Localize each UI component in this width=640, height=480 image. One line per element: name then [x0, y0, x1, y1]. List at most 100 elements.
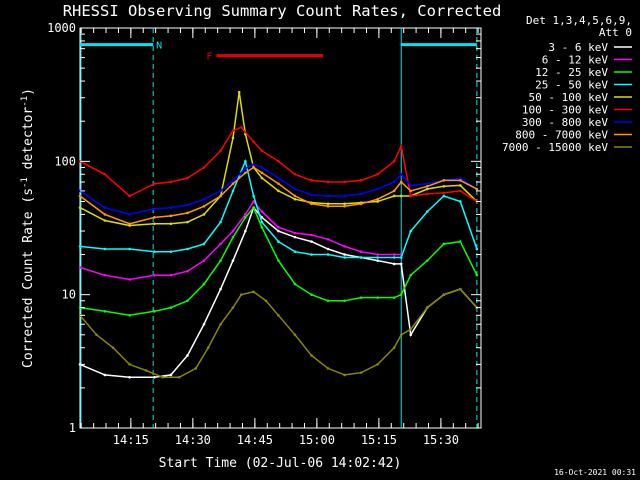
data-point-300-800-kev	[392, 180, 396, 184]
data-point-100-300-kev	[252, 140, 255, 144]
data-point-25-50-kev	[343, 256, 346, 259]
data-point-50-100-kev	[153, 222, 156, 226]
series-lines	[78, 90, 479, 379]
data-point-800-7000-kev	[219, 194, 222, 198]
data-point-6-12-kev	[231, 229, 235, 233]
data-point-25-50-kev	[359, 256, 363, 259]
data-point-7000-15000-kev	[161, 376, 164, 379]
data-point-3-6-kev	[277, 229, 280, 233]
data-point-6-12-kev	[277, 226, 280, 229]
data-point-12-25-kev	[326, 299, 330, 303]
data-point-800-7000-kev	[442, 179, 446, 182]
y-axis-label-sup1: -1	[20, 177, 30, 188]
data-point-7000-15000-kev	[252, 290, 255, 294]
data-point-12-25-kev	[399, 293, 403, 296]
data-point-300-800-kev	[219, 189, 222, 193]
data-point-6-12-kev	[343, 245, 346, 248]
data-point-100-300-kev	[459, 189, 462, 193]
data-point-800-7000-kev	[293, 194, 297, 198]
data-point-7000-15000-kev	[343, 373, 346, 377]
data-point-100-300-kev	[239, 125, 243, 129]
data-point-25-50-kev	[244, 160, 247, 163]
y-tick-label: 1	[69, 421, 76, 435]
data-point-25-50-kev	[202, 242, 206, 246]
data-point-300-800-kev	[153, 207, 156, 211]
legend-label-3-6-kev: 3 - 6 keV	[548, 41, 608, 54]
data-point-12-25-kev	[343, 299, 346, 303]
data-point-50-100-kev	[202, 213, 206, 216]
data-point-800-7000-kev	[231, 182, 235, 185]
data-point-100-300-kev	[359, 179, 363, 182]
data-point-25-50-kev	[252, 194, 255, 198]
data-point-800-7000-kev	[409, 189, 413, 193]
data-point-100-300-kev	[392, 160, 396, 163]
data-point-50-100-kev	[326, 202, 330, 206]
data-point-6-12-kev	[293, 231, 297, 235]
data-point-3-6-kev	[186, 354, 189, 357]
data-point-50-100-kev	[399, 194, 403, 198]
y-axis-label-part1: Corrected Count Rate (s	[21, 188, 36, 368]
y-axis-label-part3: )	[21, 88, 36, 96]
data-point-12-25-kev	[128, 314, 131, 317]
data-point-300-800-kev	[202, 197, 206, 201]
legend-label-25-50-kev: 25 - 50 keV	[535, 79, 608, 92]
data-point-7000-15000-kev	[177, 376, 181, 379]
night-boundaries	[80, 28, 478, 428]
data-point-3-6-kev	[153, 376, 156, 379]
data-point-800-7000-kev	[425, 184, 429, 188]
data-point-300-800-kev	[343, 194, 346, 198]
data-point-25-50-kev	[260, 220, 264, 224]
data-point-300-800-kev	[293, 187, 297, 191]
data-point-25-50-kev	[392, 256, 396, 259]
series-line-800-7000-kev	[79, 166, 478, 225]
data-point-12-25-kev	[202, 282, 206, 286]
data-point-300-800-kev	[326, 194, 330, 198]
data-point-6-12-kev	[326, 238, 330, 241]
data-point-6-12-kev	[244, 213, 247, 216]
data-point-800-7000-kev	[392, 189, 396, 193]
data-point-12-25-kev	[310, 293, 313, 296]
data-point-12-25-kev	[186, 299, 189, 303]
y-axis-label-part2: detector	[21, 107, 36, 178]
data-point-300-800-kev	[128, 213, 131, 216]
data-point-100-300-kev	[326, 180, 330, 184]
data-point-7000-15000-kev	[310, 354, 313, 357]
data-point-800-7000-kev	[186, 211, 189, 215]
data-point-50-100-kev	[376, 200, 379, 203]
data-point-12-25-kev	[475, 273, 479, 277]
data-point-300-800-kev	[359, 192, 363, 196]
data-point-100-300-kev	[128, 194, 131, 198]
data-point-100-300-kev	[442, 191, 446, 195]
x-axis-label: Start Time (02-Jul-06 14:02:42)	[159, 456, 402, 471]
data-point-12-25-kev	[153, 310, 156, 313]
data-point-50-100-kev	[169, 222, 173, 226]
data-point-300-800-kev	[244, 167, 247, 171]
data-point-3-6-kev	[326, 247, 330, 251]
data-point-6-12-kev	[359, 250, 363, 254]
data-point-100-300-kev	[186, 176, 189, 180]
data-point-300-800-kev	[277, 176, 280, 180]
data-point-7000-15000-kev	[392, 346, 396, 350]
data-point-25-50-kev	[425, 210, 429, 213]
data-point-100-300-kev	[310, 179, 313, 182]
data-point-800-7000-kev	[326, 204, 330, 208]
data-point-12-25-kev	[459, 240, 462, 243]
data-point-100-300-kev	[409, 194, 413, 198]
data-point-12-25-kev	[260, 226, 264, 229]
chart-title: RHESSI Observing Summary Count Rates, Co…	[63, 2, 502, 20]
data-point-6-12-kev	[202, 259, 206, 262]
data-point-50-100-kev	[231, 136, 235, 140]
data-point-12-25-kev	[244, 216, 247, 219]
data-point-300-800-kev	[169, 206, 173, 209]
data-point-300-800-kev	[459, 176, 462, 180]
data-point-7000-15000-kev	[111, 346, 115, 350]
data-point-800-7000-kev	[376, 197, 379, 201]
data-point-25-50-kev	[103, 247, 107, 251]
data-point-25-50-kev	[153, 250, 156, 254]
data-point-25-50-kev	[442, 194, 446, 198]
data-point-300-800-kev	[376, 187, 379, 191]
data-point-50-100-kev	[237, 90, 241, 94]
data-point-300-800-kev	[425, 182, 429, 185]
data-point-50-100-kev	[103, 219, 107, 222]
